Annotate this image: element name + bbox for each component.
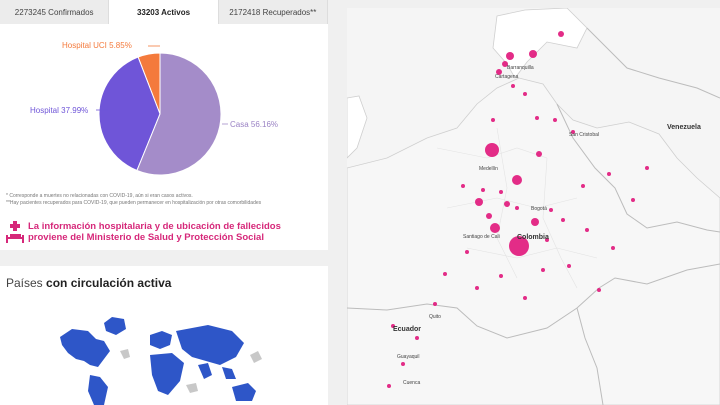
case-tabs: 2273245 Confirmados 33203 Activos 217241…	[0, 0, 328, 24]
case-bubble[interactable]	[511, 84, 515, 88]
tab-activos[interactable]: 33203 Activos	[109, 0, 219, 24]
city-quito: Quito	[429, 314, 441, 320]
india-shape	[198, 363, 212, 379]
case-bubble[interactable]	[597, 288, 601, 292]
case-bubble[interactable]	[549, 208, 553, 212]
city-medellin: Medellín	[479, 166, 498, 172]
case-bubble[interactable]	[499, 190, 503, 194]
case-bubble[interactable]	[585, 228, 589, 232]
country-ecuador: Ecuador	[393, 326, 422, 333]
case-bubble[interactable]	[645, 166, 649, 170]
case-bubble[interactable]	[502, 61, 508, 67]
map-base	[347, 8, 720, 405]
pie-slice-1[interactable]	[98, 56, 161, 172]
greenland-shape	[104, 317, 126, 335]
case-bubble[interactable]	[607, 172, 611, 176]
case-bubble[interactable]	[529, 50, 537, 58]
case-bubble[interactable]	[499, 274, 503, 278]
south-america-shape	[88, 375, 108, 405]
info-banner: La información hospitalaria y de ubicaci…	[6, 219, 324, 245]
case-bubble[interactable]	[611, 246, 615, 250]
case-bubble[interactable]	[553, 118, 557, 122]
footnote-2: **Hay pacientes recuperados para COVID-1…	[6, 200, 262, 206]
pie-label-casa: Casa 56.16%	[230, 120, 279, 129]
case-bubble[interactable]	[567, 264, 571, 268]
pie-label-uci: Hospital UCI 5.85%	[62, 41, 132, 50]
case-bubble[interactable]	[443, 272, 447, 276]
case-bubble[interactable]	[512, 175, 522, 185]
case-bubble[interactable]	[496, 69, 502, 75]
country-colombia: Colombia	[517, 234, 549, 241]
case-bubble[interactable]	[541, 268, 545, 272]
case-bubble[interactable]	[481, 188, 485, 192]
case-bubble[interactable]	[433, 302, 437, 306]
case-bubble[interactable]	[486, 213, 492, 219]
info-line-1: La información hospitalaria y de ubicaci…	[28, 221, 281, 232]
world-map	[60, 317, 262, 405]
pie-chart	[96, 45, 228, 176]
case-bubble[interactable]	[475, 198, 483, 206]
pie-label-hospital: Hospital 37.99%	[30, 106, 89, 115]
case-bubble[interactable]	[558, 31, 564, 37]
city-cuenca: Cuenca	[403, 380, 421, 386]
case-bubble[interactable]	[387, 384, 391, 388]
case-bubble[interactable]	[523, 92, 527, 96]
hospital-bed-icon	[6, 221, 24, 243]
info-line-2: proviene del Ministerio de Salud y Prote…	[28, 232, 264, 243]
case-bubble[interactable]	[509, 236, 529, 256]
asia-shape	[176, 325, 244, 365]
southeast-asia-shape	[222, 367, 236, 379]
case-bubble[interactable]	[531, 218, 539, 226]
tab-confirmados[interactable]: 2273245 Confirmados	[0, 0, 110, 24]
australia-shape	[232, 383, 256, 401]
colombia-map[interactable]: Barranquilla Cartagena San Cristobal Med…	[347, 8, 720, 405]
city-guayaquil: Guayaquil	[397, 354, 420, 360]
footnotes: * Corresponde a muertes no relacionadas …	[6, 193, 324, 207]
case-bubble[interactable]	[571, 130, 575, 134]
footnote-1: * Corresponde a muertes no relacionadas …	[6, 193, 193, 199]
africa-shape	[150, 353, 184, 395]
case-bubble[interactable]	[475, 286, 479, 290]
city-san-cristobal: San Cristobal	[569, 132, 600, 138]
europe-shape	[150, 331, 172, 349]
cases-card: 2273245 Confirmados 33203 Activos 217241…	[0, 0, 328, 250]
active-cases-pie: Hospital UCI 5.85% Casa 56.16% Hospital …	[0, 24, 328, 184]
case-bubble[interactable]	[401, 362, 405, 366]
case-bubble[interactable]	[491, 118, 495, 122]
active-countries-title: Países con circulación activa	[6, 276, 171, 290]
case-bubble[interactable]	[561, 218, 565, 222]
title-bold: con circulación activa	[46, 276, 172, 290]
case-bubble[interactable]	[415, 336, 419, 340]
case-bubbles	[387, 31, 649, 388]
country-venezuela: Venezuela	[667, 124, 701, 131]
city-cali: Santiago de Cali	[463, 234, 500, 240]
city-cartagena: Cartagena	[495, 74, 519, 80]
case-bubble[interactable]	[515, 206, 519, 210]
case-bubble[interactable]	[490, 223, 500, 233]
pie-slice-0[interactable]	[136, 52, 222, 176]
case-bubble[interactable]	[506, 52, 514, 60]
case-bubble[interactable]	[465, 250, 469, 254]
tab-recuperados[interactable]: 2172418 Recuperados**	[219, 0, 328, 24]
case-bubble[interactable]	[391, 324, 395, 328]
case-bubble[interactable]	[504, 201, 510, 207]
north-america-shape	[60, 329, 110, 367]
case-bubble[interactable]	[485, 143, 499, 157]
case-bubble[interactable]	[536, 151, 542, 157]
info-text: La información hospitalaria y de ubicaci…	[28, 221, 281, 243]
case-bubble[interactable]	[631, 198, 635, 202]
case-bubble[interactable]	[581, 184, 585, 188]
case-bubble[interactable]	[523, 296, 527, 300]
case-bubble[interactable]	[461, 184, 465, 188]
left-panel: 2273245 Confirmados 33203 Activos 217241…	[0, 0, 330, 405]
city-bogota: Bogotá	[531, 206, 547, 212]
title-plain: Países	[6, 276, 43, 290]
active-countries-card: Países con circulación activa	[0, 266, 328, 405]
city-barranquilla: Barranquilla	[507, 65, 534, 71]
case-bubble[interactable]	[545, 238, 549, 242]
case-bubble[interactable]	[535, 116, 539, 120]
